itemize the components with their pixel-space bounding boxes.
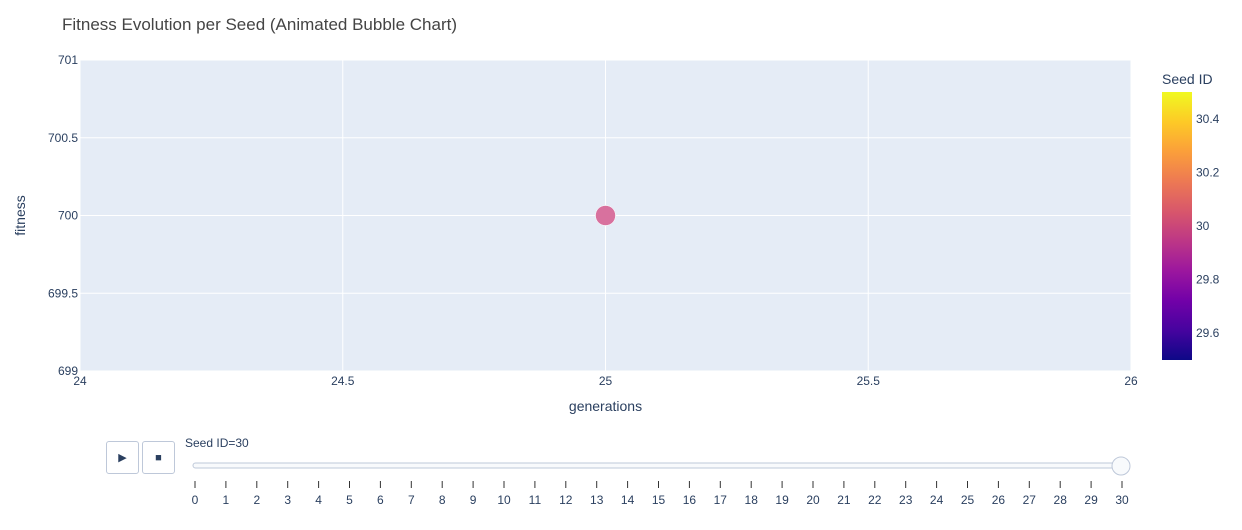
slider-track[interactable] [192,462,1123,469]
bubble-point [595,205,616,226]
colorbar-gradient [1162,92,1192,360]
y-tick-label: 699.5 [48,286,78,300]
y-tick-label: 699 [58,364,78,378]
stop-button[interactable]: ■ [142,441,175,474]
y-axis-ticks: 699 699.5 700 700.5 701 [48,53,78,378]
slider-current-value: Seed ID=30 [185,436,249,450]
stop-icon: ■ [155,451,162,464]
slider-tick-label[interactable]: 17 [714,493,728,507]
slider-tick-label[interactable]: 23 [899,493,913,507]
slider-tick-label[interactable]: 22 [868,493,882,507]
slider-tick-label[interactable]: 14 [621,493,635,507]
chart-title: Fitness Evolution per Seed (Animated Bub… [62,15,457,34]
colorbar-ticks: 29.6 29.8 30 30.2 30.4 [1196,112,1220,340]
x-tick-label: 25 [599,374,613,388]
x-tick-label: 24 [73,374,87,388]
slider-tick-label[interactable]: 28 [1054,493,1068,507]
slider-tick-label[interactable]: 19 [775,493,789,507]
slider-tick-label[interactable]: 10 [497,493,511,507]
slider-tick-label[interactable]: 24 [930,493,944,507]
x-tick-label: 25.5 [857,374,881,388]
slider-tick-label[interactable]: 7 [408,493,415,507]
slider-tick-label[interactable]: 29 [1084,493,1098,507]
slider-tick-label[interactable]: 12 [559,493,573,507]
slider-tick-label[interactable]: 30 [1115,493,1129,507]
slider-tick-label[interactable]: 0 [192,493,199,507]
slider-ticks: 0 1 2 3 4 5 6 7 8 9 10 11 12 13 14 15 16 17 18 19 20 21 22 23 24… [192,481,1129,507]
colorbar-tick-label: 29.8 [1196,273,1220,287]
slider-current-prefix: Seed ID= [185,436,236,450]
slider-tick-label[interactable]: 26 [992,493,1006,507]
slider-tick-label[interactable]: 4 [315,493,322,507]
colorbar-title: Seed ID [1162,71,1213,87]
slider-tick-label[interactable]: 6 [377,493,384,507]
colorbar-tick-label: 30.4 [1196,112,1220,126]
slider-tick-label[interactable]: 20 [806,493,820,507]
slider-tick-label[interactable]: 16 [683,493,697,507]
data-points [595,205,616,226]
x-tick-label: 26 [1124,374,1138,388]
slider-tick-label[interactable]: 8 [439,493,446,507]
y-tick-label: 700 [58,209,78,223]
slider-tick-label[interactable]: 18 [745,493,759,507]
x-axis-label: generations [569,398,642,414]
x-axis-ticks: 24 24.5 25 25.5 26 [73,374,1138,388]
slider-tick-label[interactable]: 21 [837,493,851,507]
colorbar-tick-label: 30 [1196,219,1210,233]
y-tick-label: 700.5 [48,131,78,145]
play-icon: ▶ [118,452,127,464]
slider-tick-label[interactable]: 2 [253,493,260,507]
slider-tick-label[interactable]: 13 [590,493,604,507]
colorbar-tick-label: 30.2 [1196,165,1220,179]
colorbar-tick-label: 29.6 [1196,326,1220,340]
slider-tick-label[interactable]: 27 [1023,493,1037,507]
slider-tick-label[interactable]: 5 [346,493,353,507]
slider-tick-label[interactable]: 1 [223,493,230,507]
play-button[interactable]: ▶ [106,441,139,474]
slider-tick-label[interactable]: 15 [652,493,666,507]
slider-tick-label[interactable]: 11 [529,493,542,507]
slider-handle[interactable] [1111,456,1131,476]
grid-lines [79,59,1132,372]
slider-tick-label[interactable]: 9 [470,493,477,507]
y-tick-label: 701 [58,53,78,67]
x-tick-label: 24.5 [331,374,355,388]
slider-tick-label[interactable]: 25 [961,493,975,507]
slider-tick-label[interactable]: 3 [284,493,291,507]
y-axis-label: fitness [12,195,28,235]
slider-current-number: 30 [235,436,249,450]
